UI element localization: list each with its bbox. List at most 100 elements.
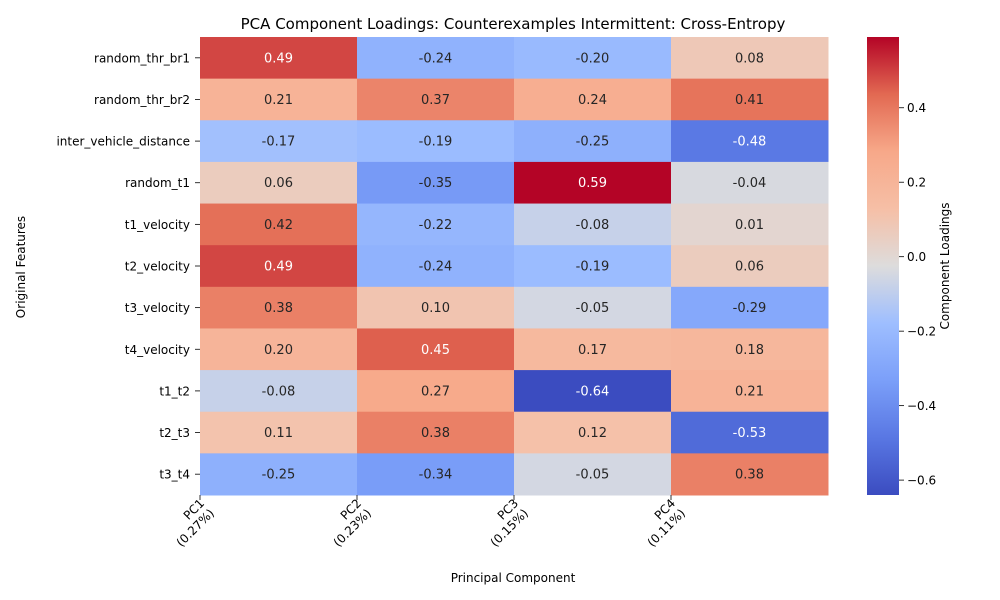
cell-annotation-r2-c1: -0.19: [419, 135, 453, 150]
heatmap-cell-r10-c0: [200, 453, 358, 496]
heatmap-cell-r5-c1: [357, 245, 515, 288]
heatmap-cell-r2-c2: [514, 120, 672, 163]
colorbar-ticks: 0.4 0.2 0.0 −0.2 −0.4 −0.6: [899, 101, 936, 488]
cell-annotation-r0-c3: 0.08: [735, 51, 764, 66]
y-tick-label-5: t2_velocity: [125, 260, 190, 274]
heatmap-cell-r3-c2: [514, 161, 672, 205]
heatmap-cell-r7-c2: [514, 328, 672, 371]
heatmap-cell-r2-c3: [671, 120, 829, 163]
heatmap-cell-r0-c1: [357, 37, 515, 80]
heatmap-cell-r9-c0: [200, 411, 358, 454]
cell-annotation-r5-c3: 0.06: [735, 260, 764, 275]
heatmap-cell-r2-c0: [200, 120, 358, 163]
cell-annotation-r1-c3: 0.41: [735, 93, 764, 108]
x-tick-label-3: PC4(0.11%): [645, 496, 688, 549]
cell-annotation-r3-c3: -0.04: [733, 176, 767, 191]
cell-annotation-r3-c2: 0.59: [578, 176, 607, 191]
cell-annotation-r10-c3: 0.38: [735, 468, 764, 483]
heatmap-cell-r10-c1: [357, 453, 515, 496]
cell-annotation-r9-c1: 0.38: [421, 426, 450, 441]
colorbar-tick-label-0: 0.4: [907, 101, 926, 115]
cell-annotation-r8-c2: -0.64: [576, 384, 610, 399]
y-tick-label-0: random_thr_br1: [94, 51, 190, 65]
cell-annotation-r7-c0: 0.20: [264, 343, 293, 358]
heatmap-cell-r1-c1: [357, 78, 515, 121]
heatmap-cell-r4-c3: [671, 203, 829, 246]
heatmap-cell-r8-c0: [200, 370, 358, 413]
cell-annotation-r10-c0: -0.25: [262, 468, 296, 483]
cell-annotation-r7-c1: 0.45: [421, 343, 450, 358]
y-tick-label-8: t1_t2: [159, 384, 190, 398]
cell-annotation-r4-c0: 0.42: [264, 218, 293, 233]
heatmap-cell-r6-c3: [671, 286, 829, 329]
cell-annotation-r8-c3: 0.21: [735, 384, 764, 399]
colorbar-tick-label-3: −0.2: [907, 325, 936, 339]
colorbar: [867, 37, 899, 495]
heatmap-cell-r8-c2: [514, 370, 672, 413]
heatmap-cell-r4-c2: [514, 203, 672, 246]
heatmap-cell-r9-c3: [671, 411, 829, 454]
cell-annotation-r2-c0: -0.17: [262, 135, 296, 150]
x-axis-ticks: PC1(0.27%) PC2(0.23%) PC3(0.15%) PC4(0.11%): [174, 495, 688, 550]
y-axis-label: Original Features: [14, 216, 28, 318]
heatmap-cells: [200, 37, 829, 496]
heatmap-cell-r5-c3: [671, 245, 829, 288]
cell-annotation-r6-c1: 0.10: [421, 301, 450, 316]
cell-annotation-r6-c2: -0.05: [576, 301, 610, 316]
cell-annotation-r9-c2: 0.12: [578, 426, 607, 441]
cell-annotation-r5-c1: -0.24: [419, 260, 453, 275]
y-tick-label-7: t4_velocity: [125, 343, 190, 357]
heatmap-cell-r1-c0: [200, 78, 358, 121]
cell-annotation-r6-c3: -0.29: [733, 301, 767, 316]
cell-annotation-r3-c0: 0.06: [264, 176, 293, 191]
y-tick-label-10: t3_t4: [159, 468, 190, 482]
x-tick-label-2: PC3(0.15%): [488, 496, 531, 549]
cell-annotation-r0-c1: -0.24: [419, 51, 453, 66]
x-tick-label-1: PC2(0.23%): [331, 496, 374, 549]
heatmap-cell-r0-c3: [671, 37, 829, 80]
y-tick-label-2: inter_vehicle_distance: [56, 135, 190, 149]
heatmap-cell-r4-c0: [200, 203, 358, 246]
cell-annotation-r1-c0: 0.21: [264, 93, 293, 108]
cell-annotation-r9-c3: -0.53: [733, 426, 767, 441]
x-axis-label: Principal Component: [451, 571, 576, 585]
heatmap-cell-r7-c1: [357, 328, 515, 371]
y-tick-label-4: t1_velocity: [125, 218, 190, 232]
colorbar-tick-label-5: −0.6: [907, 474, 936, 488]
cell-annotation-r1-c2: 0.24: [578, 93, 607, 108]
heatmap-cell-r5-c2: [514, 245, 672, 288]
colorbar-tick-label-1: 0.2: [907, 176, 926, 190]
cell-annotation-r2-c3: -0.48: [733, 135, 767, 150]
heatmap-cell-r6-c0: [200, 286, 358, 329]
cell-annotation-r0-c2: -0.20: [576, 51, 610, 66]
cell-annotation-r7-c3: 0.18: [735, 343, 764, 358]
heatmap-cell-r7-c0: [200, 328, 358, 371]
heatmap-cell-r3-c3: [671, 161, 829, 205]
cell-annotation-r10-c2: -0.05: [576, 468, 610, 483]
heatmap-cell-r8-c1: [357, 370, 515, 413]
y-tick-label-3: random_t1: [125, 176, 190, 190]
colorbar-label: Component Loadings: [938, 202, 952, 329]
heatmap-cell-r7-c3: [671, 328, 829, 371]
cell-annotations: 0.49 -0.24 -0.20 0.08 0.21 0.37 0.24 0.41 -0.17 -…: [262, 51, 767, 482]
cell-annotation-r2-c2: -0.25: [576, 135, 610, 150]
heatmap-cell-r3-c0: [200, 161, 358, 205]
cell-annotation-r4-c3: 0.01: [735, 218, 764, 233]
cell-annotation-r0-c0: 0.49: [264, 51, 293, 66]
heatmap-cell-r9-c1: [357, 411, 515, 454]
cell-annotation-r8-c1: 0.27: [421, 384, 450, 399]
colorbar-tick-label-4: −0.4: [907, 399, 936, 413]
cell-annotation-r7-c2: 0.17: [578, 343, 607, 358]
heatmap-cell-r9-c2: [514, 411, 672, 454]
y-tick-label-1: random_thr_br2: [94, 93, 190, 107]
heatmap-cell-r0-c2: [514, 37, 672, 80]
y-axis-ticks: random_thr_br1 random_thr_br2 inter_vehicl…: [56, 51, 200, 482]
heatmap-cell-r1-c2: [514, 78, 672, 121]
heatmap-cell-r1-c3: [671, 78, 829, 121]
cell-annotation-r1-c1: 0.37: [421, 93, 450, 108]
heatmap-cell-r2-c1: [357, 120, 515, 163]
heatmap-cell-r8-c3: [671, 370, 829, 413]
cell-annotation-r10-c1: -0.34: [419, 468, 453, 483]
x-tick-label-0: PC1(0.27%): [174, 496, 217, 549]
cell-annotation-r3-c1: -0.35: [419, 176, 453, 191]
